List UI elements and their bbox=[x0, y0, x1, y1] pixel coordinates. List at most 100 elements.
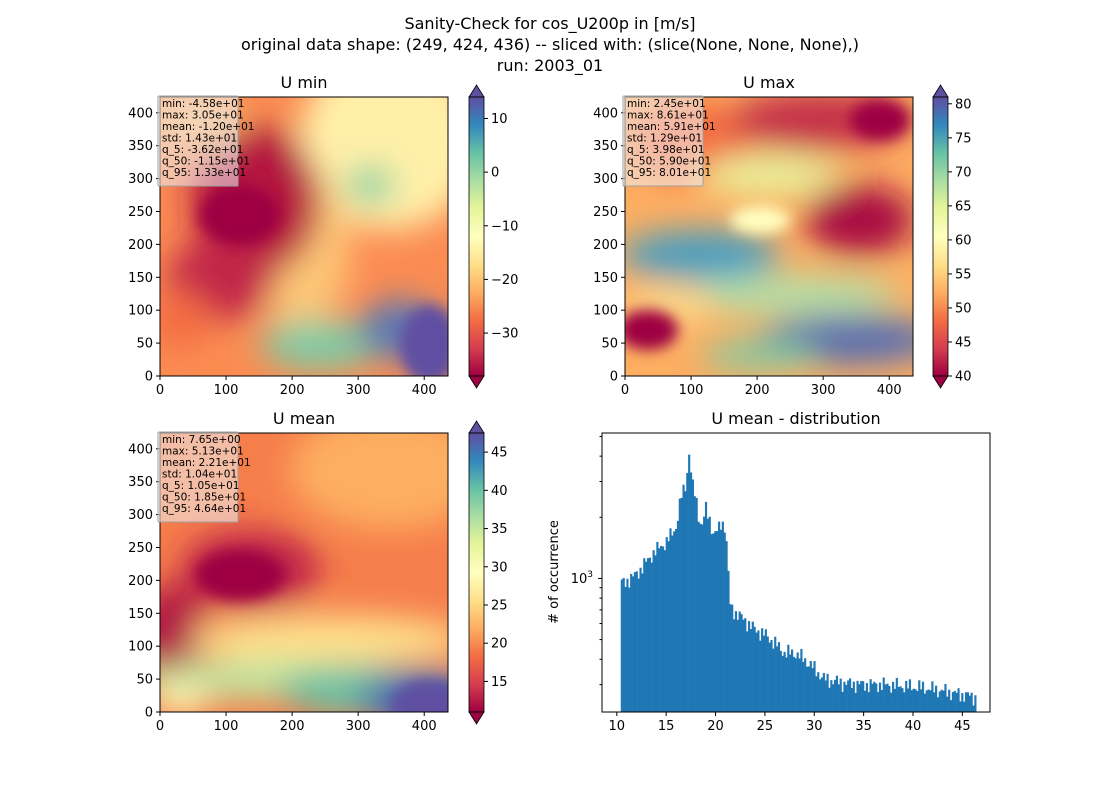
histogram-bar bbox=[923, 693, 926, 712]
histogram-bar bbox=[878, 682, 882, 712]
axes-frame-u-max bbox=[624, 96, 914, 377]
histogram-bar bbox=[721, 521, 724, 712]
histogram-bar bbox=[834, 679, 837, 712]
ytick-label: 0 bbox=[610, 370, 618, 385]
xtick-label: 200 bbox=[280, 383, 305, 398]
colorbar-tick-label: 45 bbox=[955, 335, 972, 350]
colorbar-tick-label: −30 bbox=[491, 327, 518, 342]
stat-line: std: 1.43e+01 bbox=[162, 133, 237, 145]
ytick-label: 150 bbox=[128, 607, 153, 622]
histogram-bar bbox=[835, 675, 839, 712]
histogram-bar bbox=[731, 604, 734, 712]
histogram-bar bbox=[620, 579, 623, 712]
histogram-bar bbox=[903, 692, 906, 712]
ytick-label: 50 bbox=[136, 337, 153, 352]
xtick-label: 10 bbox=[609, 719, 626, 734]
ytick-label: 300 bbox=[593, 172, 618, 187]
colorbar-gradient bbox=[469, 97, 484, 376]
histogram-bar bbox=[712, 533, 715, 712]
histogram-bar bbox=[783, 651, 786, 712]
xtick-label: 45 bbox=[954, 719, 971, 734]
xtick-label: 400 bbox=[877, 383, 902, 398]
histogram-bar bbox=[972, 705, 975, 712]
colorbar-tick-label: 25 bbox=[491, 598, 508, 613]
stat-line: min: 7.65e+00 bbox=[162, 434, 241, 446]
histogram-bar bbox=[899, 686, 902, 712]
histogram-bar bbox=[891, 681, 895, 712]
histogram-bar bbox=[914, 689, 917, 712]
histogram-bar bbox=[805, 666, 809, 712]
histogram-bar bbox=[824, 680, 827, 712]
histogram-bar bbox=[663, 550, 666, 712]
histogram-bar bbox=[906, 688, 910, 712]
ytick-label: 200 bbox=[128, 574, 153, 589]
stat-line: mean: -1.20e+01 bbox=[162, 121, 254, 133]
histogram-bar bbox=[710, 534, 713, 712]
stats-box-background bbox=[157, 431, 239, 523]
histogram-bar bbox=[738, 611, 741, 712]
axes-frame-u-min bbox=[159, 96, 449, 377]
ytick-label: 300 bbox=[128, 172, 153, 187]
histogram-bar bbox=[776, 646, 779, 712]
colorbar-tick-label: 40 bbox=[491, 484, 508, 499]
xtick-label: 20 bbox=[707, 719, 724, 734]
histogram-bar bbox=[639, 567, 642, 712]
histogram-bar bbox=[856, 680, 859, 712]
histogram-bar bbox=[680, 497, 683, 712]
figure-title: Sanity-Check for cos_U200p in [m/s] orig… bbox=[241, 14, 859, 76]
histogram-bar bbox=[789, 654, 792, 712]
histogram-bar bbox=[719, 529, 723, 712]
histogram-bar bbox=[968, 695, 971, 712]
histogram-bar bbox=[790, 649, 794, 712]
axis-title-u-mean-distribution: U mean - distribution bbox=[711, 409, 880, 428]
histogram-bar bbox=[837, 684, 840, 712]
histogram-bar bbox=[658, 548, 661, 712]
histogram-bar bbox=[822, 672, 825, 712]
panel-u-mean: U mean 0 100 200 300 400 0 50 100 150 200 250 300 3… bbox=[128, 409, 507, 734]
colorbar-tick-label: 35 bbox=[491, 522, 508, 537]
histogram-bar bbox=[953, 690, 956, 712]
histogram-bar bbox=[832, 684, 835, 712]
histogram-bar bbox=[893, 688, 897, 712]
histogram-bar bbox=[777, 642, 781, 712]
colorbar-gradient bbox=[933, 97, 948, 376]
stat-line: q_50: 1.85e+01 bbox=[162, 492, 246, 504]
histogram-bar bbox=[826, 673, 829, 712]
histogram-bar bbox=[772, 648, 775, 712]
histogram-bar bbox=[820, 677, 824, 712]
ytick-label: 150 bbox=[128, 271, 153, 286]
histogram-bar bbox=[688, 454, 691, 712]
histogram-bar bbox=[727, 570, 730, 712]
figure-title-line-1: Sanity-Check for cos_U200p in [m/s] bbox=[404, 14, 695, 34]
ytick-label: 250 bbox=[128, 541, 153, 556]
stat-line: q_95: 4.64e+01 bbox=[162, 503, 246, 515]
stats-box-background bbox=[157, 95, 239, 187]
histogram-bar bbox=[693, 496, 696, 712]
ytick-label: 150 bbox=[593, 271, 618, 286]
histogram-bar bbox=[673, 531, 676, 712]
xtick-label: 300 bbox=[811, 383, 836, 398]
histogram-bar bbox=[888, 685, 891, 712]
histogram-bar bbox=[628, 587, 631, 712]
stat-line: mean: 2.21e+01 bbox=[162, 457, 251, 469]
ytick-label: 400 bbox=[128, 106, 153, 121]
histogram-bar bbox=[873, 681, 876, 712]
histogram-bar bbox=[691, 479, 695, 712]
histogram-bar bbox=[841, 691, 844, 712]
colorbar-gradient bbox=[469, 433, 484, 712]
histogram-bar bbox=[792, 656, 796, 712]
histogram-bar bbox=[723, 532, 726, 712]
histogram-bar bbox=[785, 657, 788, 712]
colorbar-tick-label: 65 bbox=[955, 199, 972, 214]
histogram-bar bbox=[742, 619, 745, 712]
histogram-bar bbox=[858, 684, 861, 712]
stat-line: q_5: 3.98e+01 bbox=[627, 144, 704, 156]
histogram-bar bbox=[925, 690, 928, 712]
histogram-bar bbox=[667, 541, 670, 712]
histogram-bar bbox=[918, 680, 921, 712]
histogram-bar bbox=[732, 619, 736, 712]
xticks-histogram: 10 15 20 25 30 35 40 45 bbox=[609, 712, 971, 734]
histogram-bar bbox=[850, 687, 854, 712]
histogram-bar bbox=[787, 644, 790, 712]
